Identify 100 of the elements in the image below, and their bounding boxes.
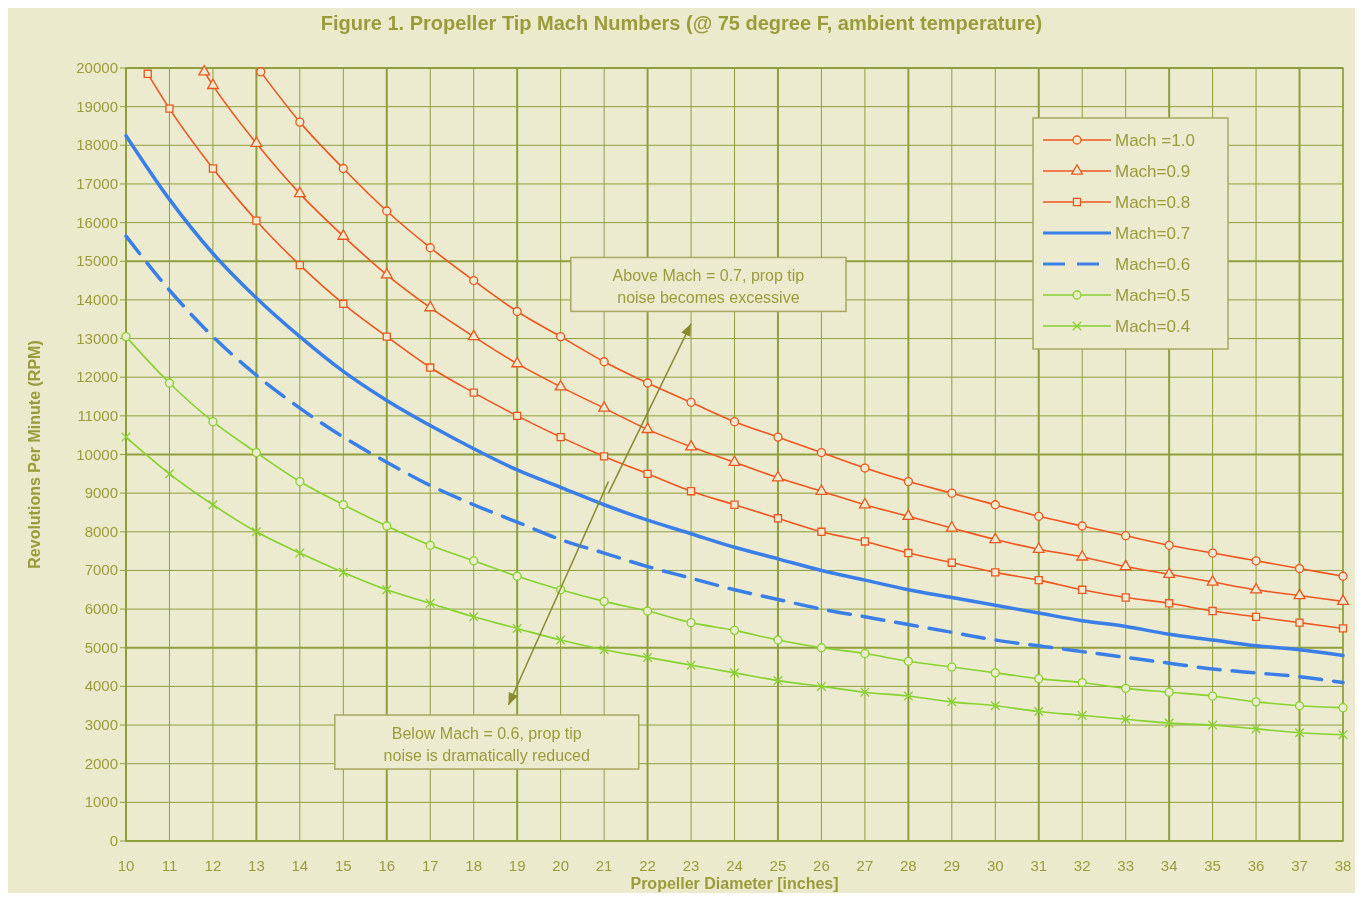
point	[860, 537, 870, 546]
point	[1121, 531, 1131, 541]
point	[380, 267, 393, 279]
x-tick-label: 36	[1247, 857, 1265, 874]
point	[1121, 683, 1131, 693]
x-tick-label: 34	[1160, 857, 1178, 874]
point	[1207, 720, 1218, 730]
x-tick-label: 14	[291, 857, 309, 874]
y-tick-label: 0	[109, 832, 118, 849]
point	[1206, 575, 1219, 586]
point	[685, 439, 698, 451]
point	[989, 532, 1002, 544]
point	[1338, 571, 1348, 581]
x-tick-label: 18	[465, 857, 483, 874]
point	[991, 568, 1000, 577]
legend-label: Mach=0.4	[1115, 317, 1191, 336]
point	[599, 357, 609, 367]
point	[198, 65, 211, 76]
point	[1121, 593, 1130, 602]
legend-label: Mach=0.9	[1115, 162, 1191, 181]
point	[860, 648, 870, 659]
point	[598, 401, 611, 412]
point	[556, 331, 566, 342]
point	[208, 417, 218, 427]
legend-label: Mach=0.6	[1115, 255, 1191, 274]
point	[1077, 710, 1088, 721]
point	[1251, 556, 1261, 566]
x-tick-label: 24	[726, 857, 743, 874]
x-tick-label: 23	[682, 857, 700, 874]
legend-label: Mach=0.7	[1115, 224, 1191, 243]
point	[1207, 548, 1218, 558]
x-tick-label: 30	[986, 857, 1004, 874]
point	[990, 668, 1000, 678]
point	[338, 163, 348, 174]
point	[816, 643, 827, 653]
y-axis-title: Revolutions Per Minute (RPM)	[26, 340, 43, 569]
x-tick-label: 27	[856, 857, 874, 874]
x-tick-label: 33	[1117, 857, 1135, 874]
point	[121, 432, 131, 443]
point	[1163, 567, 1176, 579]
x-tick-label: 35	[1204, 857, 1221, 874]
point	[686, 487, 696, 496]
point	[1207, 691, 1218, 701]
point	[294, 548, 305, 559]
y-tick-label: 19000	[76, 97, 118, 115]
point	[729, 417, 740, 427]
point	[1077, 521, 1087, 531]
point	[1120, 714, 1131, 725]
point	[1033, 706, 1044, 717]
x-tick-label: 12	[204, 857, 222, 874]
point	[1338, 624, 1348, 633]
point	[686, 618, 696, 628]
point	[1119, 559, 1132, 571]
point	[599, 452, 609, 461]
point	[468, 611, 479, 622]
point	[164, 378, 175, 388]
point	[143, 69, 152, 78]
annotation: Below Mach = 0.6, prop tip noise is dramatically reduced	[383, 725, 590, 765]
point	[947, 558, 957, 567]
point	[1250, 582, 1263, 594]
y-tick-label: 1000	[84, 793, 118, 811]
y-tick-label: 8000	[84, 522, 118, 540]
point	[730, 500, 739, 509]
x-tick-label: 37	[1291, 857, 1308, 874]
point	[902, 509, 915, 521]
point	[469, 556, 479, 566]
point	[859, 687, 870, 698]
point	[467, 329, 480, 341]
point	[425, 243, 435, 253]
x-tick-label: 31	[1030, 857, 1048, 874]
y-tick-label: 16000	[76, 213, 118, 231]
point	[728, 455, 741, 466]
legend-label: Mach=0.8	[1115, 193, 1191, 212]
y-tick-label: 18000	[76, 136, 118, 154]
point	[469, 388, 478, 397]
point	[817, 527, 826, 536]
point	[816, 681, 827, 692]
point	[295, 476, 305, 487]
y-tick-label: 11000	[77, 406, 118, 424]
point	[338, 567, 349, 578]
point	[599, 644, 610, 655]
x-tick-label: 11	[161, 857, 178, 874]
point	[729, 625, 740, 635]
y-tick-label: 3000	[84, 716, 118, 734]
point	[903, 691, 914, 702]
point	[469, 275, 479, 286]
y-tick-label: 5000	[84, 638, 118, 656]
x-tick-label: 16	[378, 857, 396, 874]
point	[555, 635, 566, 645]
point	[1294, 701, 1305, 711]
point	[164, 468, 175, 479]
point	[556, 432, 565, 442]
x-tick-label: 32	[1073, 857, 1091, 874]
point	[642, 378, 653, 388]
point	[207, 499, 218, 510]
point	[256, 67, 266, 77]
x-axis-title: Propeller Diameter [inches]	[630, 875, 839, 892]
y-tick-label: 2000	[84, 754, 118, 772]
point	[686, 660, 696, 671]
x-tick-label: 28	[900, 857, 917, 874]
